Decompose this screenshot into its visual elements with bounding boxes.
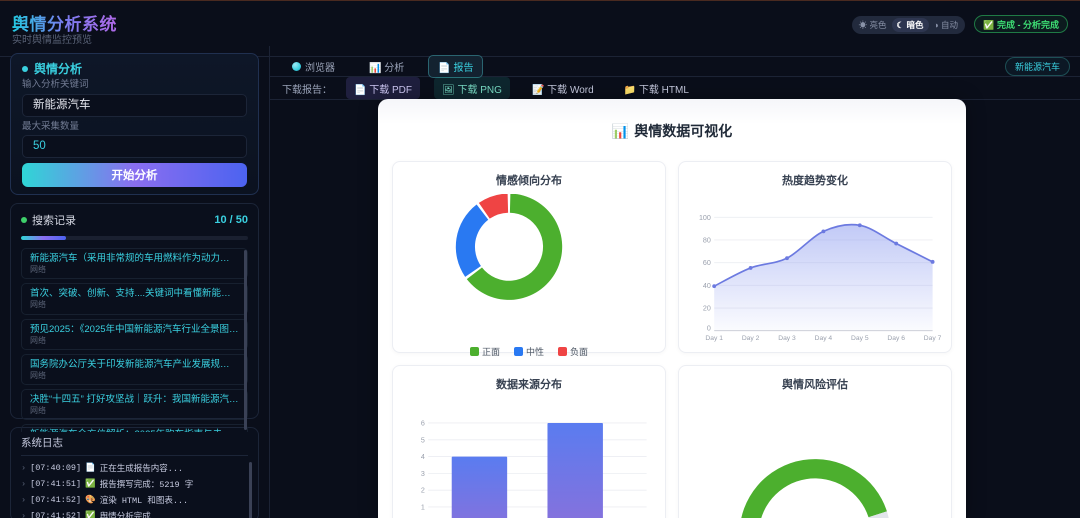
svg-text:Day 6: Day 6	[887, 335, 905, 342]
svg-text:4: 4	[421, 453, 425, 461]
svg-text:Day 5: Day 5	[851, 335, 869, 342]
svg-text:Day 3: Day 3	[778, 335, 796, 342]
svg-text:Day 7: Day 7	[924, 335, 941, 342]
svg-text:3: 3	[421, 470, 425, 478]
svg-text:Day 1: Day 1	[705, 335, 723, 342]
svg-text:Day 2: Day 2	[742, 335, 760, 342]
svg-text:6: 6	[421, 420, 425, 428]
svg-text:80: 80	[703, 237, 711, 245]
svg-text:2: 2	[421, 487, 425, 495]
svg-text:1: 1	[421, 504, 425, 512]
svg-text:40: 40	[703, 282, 711, 290]
svg-text:5: 5	[421, 436, 425, 444]
svg-text:20: 20	[703, 305, 711, 313]
svg-text:0: 0	[707, 325, 711, 333]
svg-text:100: 100	[699, 214, 711, 222]
svg-text:Day 4: Day 4	[815, 335, 833, 342]
svg-text:60: 60	[703, 259, 711, 267]
